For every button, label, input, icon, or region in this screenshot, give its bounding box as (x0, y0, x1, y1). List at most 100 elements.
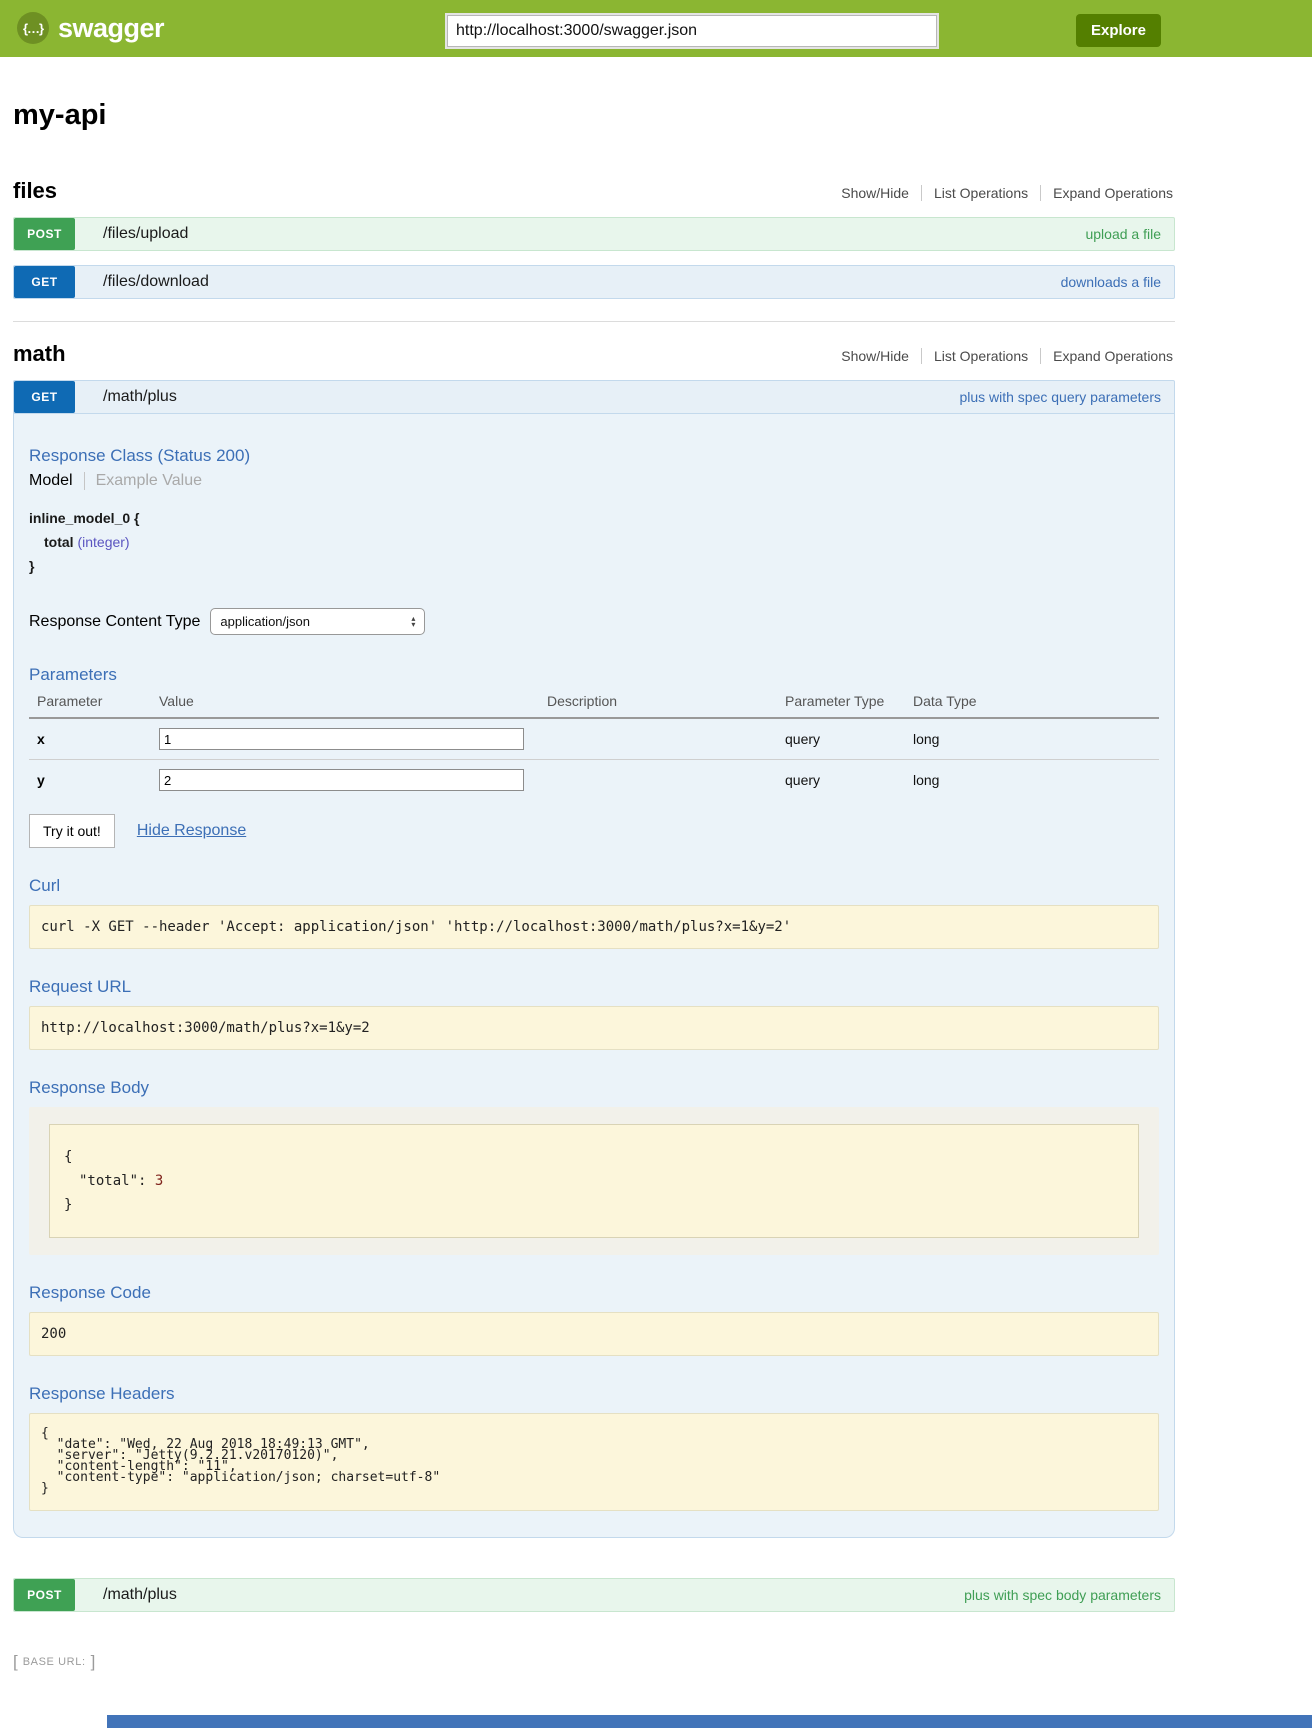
response-class-title: Response Class (Status 200) (29, 446, 251, 465)
bottom-blue-bar (107, 1715, 1312, 1728)
parameters-block: Parameters Parameter Value Description P… (29, 665, 1159, 800)
model-signature: inline_model_0 { total (integer) } (29, 510, 1159, 574)
math-section-menu: Show/Hide List Operations Expand Operati… (829, 348, 1175, 364)
parameter-row-y: y query long (29, 759, 1159, 800)
section-math: math Show/Hide List Operations Expand Op… (13, 341, 1175, 1612)
expand-operations-link[interactable]: Expand Operations (1040, 348, 1175, 364)
response-content-type-row: Response Content Type application/json ▴… (29, 608, 1159, 635)
endpoint-path[interactable]: /files/download (103, 273, 209, 290)
section-divider (13, 321, 1175, 322)
endpoint-summary-link[interactable]: downloads a file (1060, 274, 1161, 290)
response-code-value: 200 (29, 1312, 1159, 1356)
hide-response-link[interactable]: Hide Response (136, 822, 247, 839)
response-body-title: Response Body (29, 1078, 150, 1097)
model-tabs: Model Example Value (29, 472, 1159, 490)
model-property-type: (integer) (77, 534, 130, 550)
explore-button[interactable]: Explore (1075, 14, 1161, 47)
response-content-type-select[interactable]: application/json ▴ ▾ (210, 608, 426, 635)
col-description: Description (547, 693, 618, 709)
tab-example-value[interactable]: Example Value (95, 472, 203, 489)
endpoint-summary-link[interactable]: plus with spec query parameters (959, 389, 1161, 405)
response-body-section: Response Body {"total": 3} (29, 1078, 1159, 1255)
show-hide-link[interactable]: Show/Hide (841, 185, 909, 201)
endpoint-path[interactable]: /files/upload (103, 225, 189, 242)
bracket-open: [ (13, 1652, 18, 1671)
request-url-value: http://localhost:3000/math/plus?x=1&y=2 (29, 1006, 1159, 1050)
endpoint-get-math-plus[interactable]: GET /math/plus plus with spec query para… (13, 380, 1175, 414)
top-header: {…} swagger Explore (0, 0, 1312, 57)
files-section-heading: files Show/Hide List Operations Expand O… (13, 178, 1175, 204)
parameter-type: query (785, 772, 821, 788)
response-content-type-label: Response Content Type (29, 612, 201, 630)
endpoint-post-files-upload[interactable]: POST /files/upload upload a file (13, 217, 1175, 251)
endpoint-summary-link[interactable]: upload a file (1085, 226, 1161, 242)
list-operations-link[interactable]: List Operations (920, 348, 1040, 364)
math-section-title[interactable]: math (13, 341, 66, 366)
parameter-name: x (37, 731, 45, 747)
col-value: Value (159, 693, 194, 709)
select-arrows-icon: ▴ ▾ (411, 613, 416, 629)
files-section-title[interactable]: files (13, 178, 58, 203)
files-section-menu: Show/Hide List Operations Expand Operati… (829, 185, 1175, 201)
operation-get-math-plus: GET /math/plus plus with spec query para… (13, 380, 1175, 1538)
response-class-block: Response Class (Status 200) Model Exampl… (29, 446, 1159, 574)
bracket-close: ] (90, 1652, 96, 1671)
col-parameter: Parameter (37, 693, 103, 709)
response-code-title: Response Code (29, 1283, 151, 1302)
model-property-name: total (44, 534, 74, 550)
selected-content-type: application/json (220, 614, 310, 629)
model-close-brace: } (29, 558, 35, 574)
try-it-out-button[interactable]: Try it out! (29, 814, 115, 848)
endpoint-path[interactable]: /math/plus (103, 388, 177, 405)
endpoint-post-math-plus[interactable]: POST /math/plus plus with spec body para… (13, 1578, 1175, 1612)
expand-operations-link[interactable]: Expand Operations (1040, 185, 1175, 201)
parameters-table: Parameter Value Description Parameter Ty… (29, 693, 1159, 800)
list-operations-link[interactable]: List Operations (920, 185, 1040, 201)
parameters-title: Parameters (29, 665, 117, 684)
operation-panel: Response Class (Status 200) Model Exampl… (13, 414, 1175, 1538)
endpoint-summary-link[interactable]: plus with spec body parameters (964, 1587, 1161, 1603)
http-method-badge[interactable]: POST (14, 1579, 75, 1611)
curl-section: Curl curl -X GET --header 'Accept: appli… (29, 876, 1159, 949)
request-url-title: Request URL (29, 977, 132, 996)
spec-url-input[interactable] (445, 13, 939, 49)
response-headers-section: Response Headers { "date": "Wed, 22 Aug … (29, 1384, 1159, 1511)
main-content: my-api files Show/Hide List Operations E… (13, 99, 1175, 1672)
col-data-type: Data Type (913, 693, 977, 709)
curl-title: Curl (29, 876, 61, 895)
response-body-container: {"total": 3} (29, 1107, 1159, 1255)
base-url-footer: [ BASE URL: ] (13, 1652, 1175, 1672)
response-headers-title: Response Headers (29, 1384, 175, 1403)
request-url-section: Request URL http://localhost:3000/math/p… (29, 977, 1159, 1050)
parameter-x-input[interactable] (159, 728, 524, 750)
http-method-badge[interactable]: POST (14, 218, 75, 250)
parameter-y-input[interactable] (159, 769, 524, 791)
endpoint-get-files-download[interactable]: GET /files/download downloads a file (13, 265, 1175, 299)
model-name: inline_model_0 { (29, 510, 140, 526)
tab-model[interactable]: Model (29, 472, 85, 490)
math-section-heading: math Show/Hide List Operations Expand Op… (13, 341, 1175, 367)
endpoint-path[interactable]: /math/plus (103, 1586, 177, 1603)
parameter-data-type: long (913, 772, 940, 788)
parameter-data-type: long (913, 731, 940, 747)
base-url-label: BASE URL: (22, 1656, 86, 1668)
curl-command: curl -X GET --header 'Accept: applicatio… (29, 905, 1159, 949)
swagger-logo[interactable]: {…} swagger (17, 12, 165, 44)
parameter-type: query (785, 731, 821, 747)
response-body-json: {"total": 3} (49, 1124, 1139, 1238)
section-files: files Show/Hide List Operations Expand O… (13, 178, 1175, 299)
swagger-logo-icon: {…} (17, 12, 49, 44)
response-headers-json: { "date": "Wed, 22 Aug 2018 18:49:13 GMT… (29, 1413, 1159, 1511)
http-method-badge[interactable]: GET (14, 381, 75, 413)
http-method-badge[interactable]: GET (14, 266, 75, 298)
parameter-row-x: x query long (29, 719, 1159, 759)
response-code-section: Response Code 200 (29, 1283, 1159, 1356)
try-it-out-row: Try it out! Hide Response (29, 814, 1159, 848)
model-property: total (integer) (44, 534, 1159, 550)
json-number-value: 3 (154, 1173, 164, 1189)
brand-title: swagger (58, 12, 165, 43)
parameters-header-row: Parameter Value Description Parameter Ty… (29, 693, 1159, 719)
show-hide-link[interactable]: Show/Hide (841, 348, 909, 364)
api-title: my-api (13, 99, 107, 131)
col-parameter-type: Parameter Type (785, 693, 885, 709)
